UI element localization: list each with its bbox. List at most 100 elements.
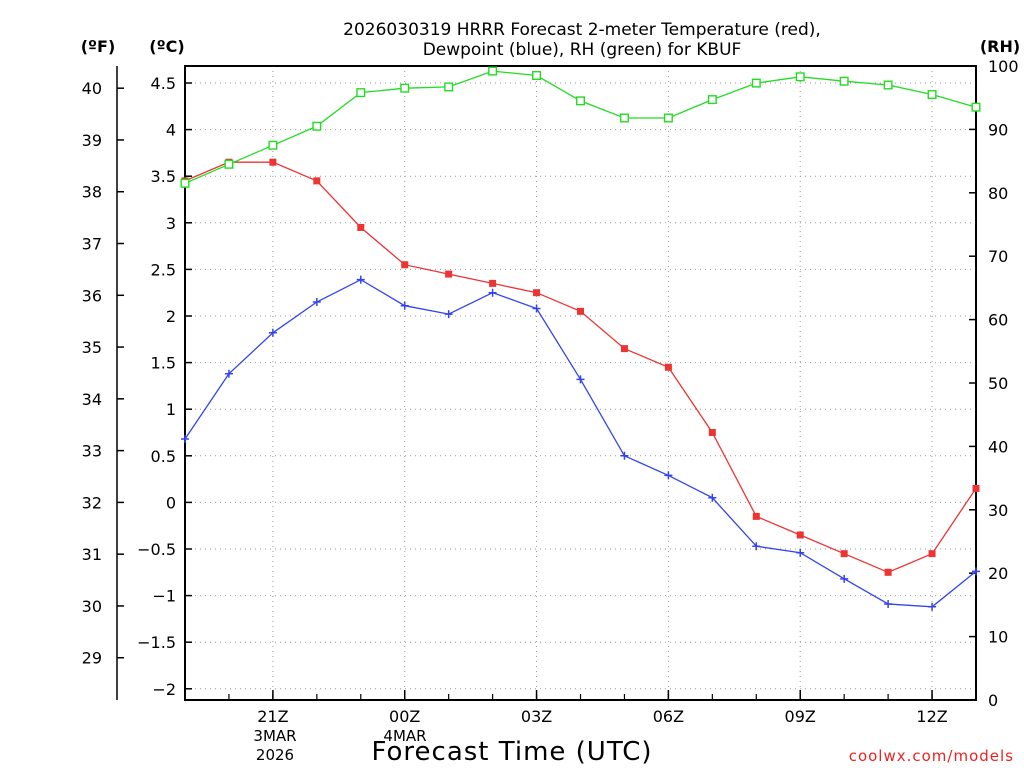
rh-point — [224, 159, 234, 169]
chart-title-line1: 2026030319 HRRR Forecast 2-meter Tempera… — [343, 20, 821, 40]
dewpoint-point — [928, 602, 937, 611]
rh-point — [576, 96, 586, 106]
rh-point — [971, 102, 981, 112]
y-tick-rh-label: 0 — [988, 691, 998, 710]
temperature-point — [533, 289, 541, 297]
y-tick-c-label: 1.5 — [151, 354, 176, 373]
rh-point — [488, 66, 498, 76]
y-tick-f-label: 34 — [82, 390, 102, 409]
y-tick-f-label: 36 — [82, 286, 102, 305]
date-label-next: 4MAR — [383, 727, 426, 745]
rh-point — [663, 113, 673, 123]
rh-point — [268, 140, 278, 150]
dewpoint-point — [620, 451, 629, 460]
y-tick-rh-label: 100 — [988, 57, 1019, 76]
x-tick-label: 03Z — [521, 707, 552, 726]
y-tick-f-label: 31 — [82, 545, 102, 564]
x-tick-label: 06Z — [653, 707, 684, 726]
y-tick-rh-label: 30 — [988, 501, 1008, 520]
dewpoint-point — [400, 301, 409, 310]
x-tick-label: 12Z — [916, 707, 947, 726]
y-tick-f-label: 29 — [82, 649, 102, 668]
rh-point — [883, 80, 893, 90]
y-tick-rh-label: 60 — [988, 311, 1008, 330]
gridlines — [185, 66, 976, 700]
rh-point — [444, 82, 454, 92]
dewpoint-point — [312, 298, 321, 307]
y-ticks-f: 40 39 38 37 36 35 34 33 32 31 30 29 — [82, 79, 124, 668]
chart-title-line2: Dewpoint (blue), RH (green) for KBUF — [423, 40, 742, 60]
dewpoint-point — [576, 375, 585, 384]
y-tick-rh-label: 90 — [988, 120, 1008, 139]
date-label-year: 2026 — [256, 746, 294, 764]
dewpoint-point — [444, 310, 453, 319]
y-tick-rh-label: 50 — [988, 374, 1008, 393]
temperature-point — [313, 177, 321, 185]
rh-line — [184, 70, 977, 184]
dewpoint-point — [708, 493, 717, 502]
dewpoint-point — [532, 304, 541, 313]
y-tick-f-label: 37 — [82, 235, 102, 254]
temperature-point — [664, 363, 672, 371]
y-tick-rh-label: 20 — [988, 564, 1008, 583]
dewpoint-point — [752, 542, 761, 551]
y-tick-c-label: 0 — [166, 493, 176, 512]
rh-point — [839, 76, 849, 86]
date-label-month: 3MAR — [253, 727, 296, 745]
dewpoint-point — [796, 548, 805, 557]
dewpoint-point — [972, 567, 980, 576]
dewpoint-point — [356, 275, 365, 284]
temperature-point — [752, 512, 760, 520]
series-group — [180, 66, 981, 611]
x-tick-label: 00Z — [389, 707, 420, 726]
dewpoint-point — [664, 471, 673, 480]
temperature-point — [884, 568, 892, 576]
rh-point — [180, 178, 190, 188]
y-axis-f-label: (ºF) — [81, 37, 116, 56]
dewpoint-point — [181, 435, 189, 444]
temperature-point — [269, 158, 277, 166]
y-tick-rh-label: 40 — [988, 437, 1008, 456]
rh-point — [751, 78, 761, 88]
temperature-point — [401, 261, 409, 269]
y-tick-c-label: −1.5 — [137, 633, 176, 652]
temperature-point — [577, 307, 584, 315]
temperature-line — [184, 161, 977, 574]
x-axis-title: Forecast Time (UTC) — [371, 737, 652, 767]
temperature-point — [489, 279, 497, 287]
y-tick-rh-label: 70 — [988, 247, 1008, 266]
dewpoint-point — [884, 599, 893, 608]
rh-point — [795, 72, 805, 82]
y-tick-c-label: 4 — [166, 121, 176, 140]
y-tick-f-label: 40 — [82, 79, 102, 98]
y-tick-c-label: 3.5 — [151, 167, 176, 186]
dewpoint-point — [488, 288, 497, 297]
y-tick-f-label: 39 — [82, 131, 102, 150]
y-tick-c-label: 1 — [166, 400, 176, 419]
y-tick-c-label: 2 — [166, 307, 176, 326]
y-axis-c-label: (ºC) — [149, 37, 184, 56]
rh-point — [619, 113, 629, 123]
rh-point — [927, 90, 937, 100]
dewpoint-line — [184, 278, 977, 608]
x-tick-label: 09Z — [785, 707, 816, 726]
y-tick-c-label: 2.5 — [151, 260, 176, 279]
temperature-point — [796, 531, 804, 539]
rh-point — [356, 88, 366, 98]
y-tick-rh-label: 80 — [988, 184, 1008, 203]
y-tick-c-label: 4.5 — [151, 74, 176, 93]
x-tick-label: 21Z — [257, 707, 288, 726]
y-tick-f-label: 38 — [82, 183, 102, 202]
rh-point — [400, 83, 410, 93]
y-tick-rh-label: 10 — [988, 628, 1008, 647]
temperature-point — [445, 270, 453, 278]
rh-point — [532, 71, 542, 81]
x-ticks: 21Z 00Z 03Z 06Z 09Z 12Z — [184, 690, 977, 726]
y-axis-rh-label: (RH) — [980, 37, 1020, 56]
y-tick-c-label: −0.5 — [137, 540, 176, 559]
rh-point — [707, 95, 717, 105]
y-tick-c-label: 0.5 — [151, 447, 176, 466]
dewpoint-point — [840, 574, 849, 583]
dewpoint-point — [268, 328, 277, 337]
